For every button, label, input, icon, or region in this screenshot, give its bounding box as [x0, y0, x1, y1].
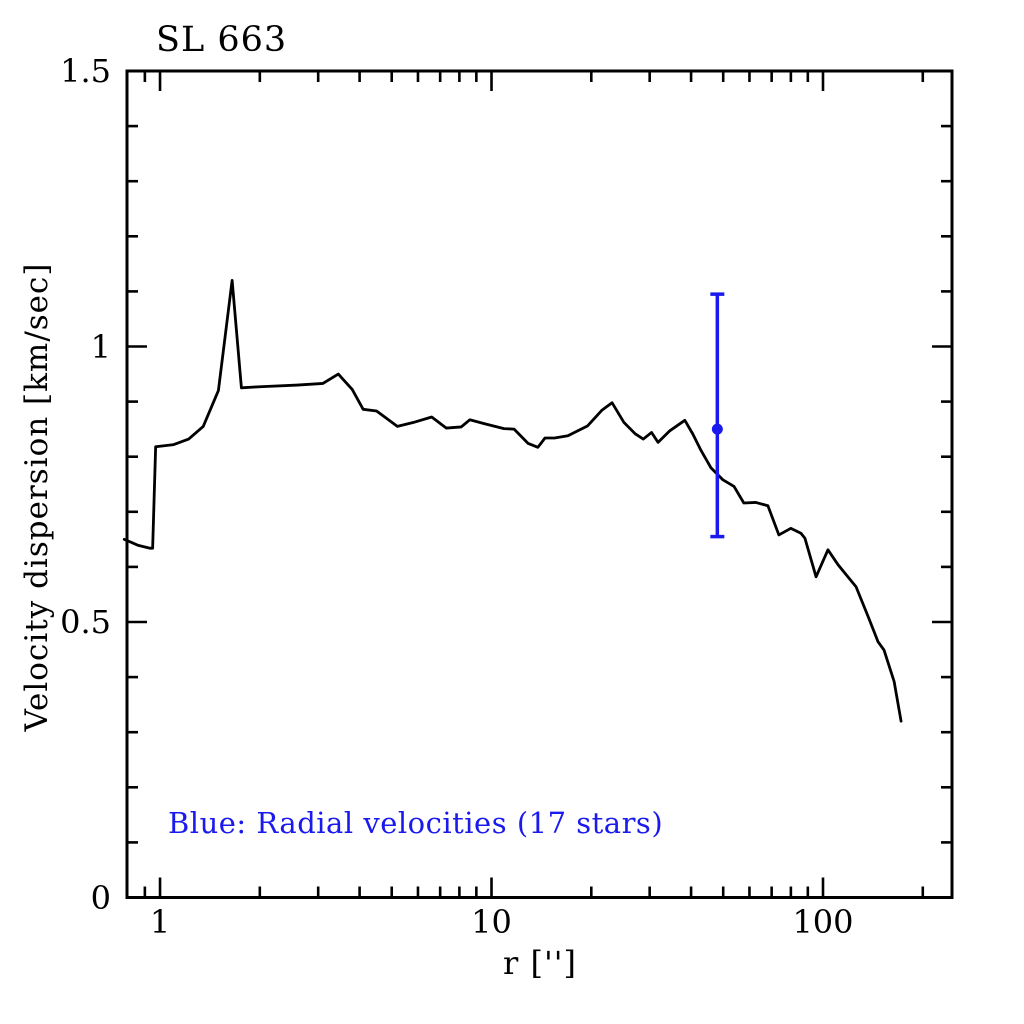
y-tick-label: 0.5: [60, 603, 111, 641]
y-tick-label: 0: [90, 878, 111, 917]
y-tick-label: 1: [90, 327, 111, 366]
x-tick-label: 10: [471, 903, 512, 941]
dispersion-curve: [122, 278, 903, 723]
y-axis-label: Velocity dispersion [km/sec]: [19, 262, 55, 732]
plot-frame: [125, 69, 954, 899]
chart-title: SL 663: [156, 20, 288, 60]
x-tick-label: 100: [792, 903, 854, 941]
legend-annotation: Blue: Radial velocities (17 stars): [168, 806, 664, 840]
x-axis-label: r ['']: [502, 944, 578, 982]
rv-data-point: [711, 423, 723, 435]
x-tick-label: 1: [149, 903, 171, 941]
y-tick-label: 1.5: [60, 52, 111, 90]
